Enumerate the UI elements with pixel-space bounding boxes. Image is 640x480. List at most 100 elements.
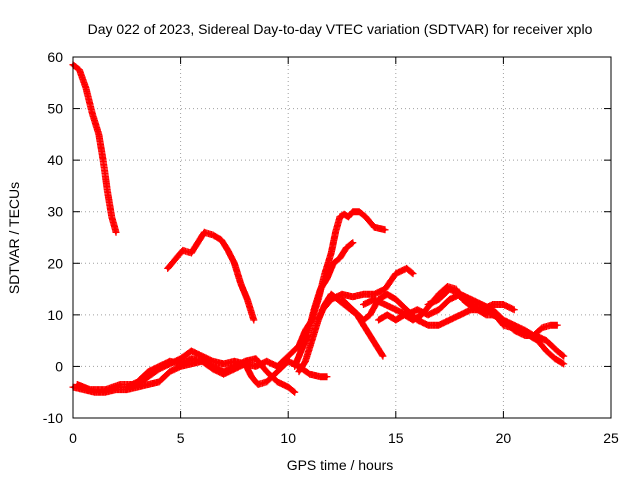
- data-point: [196, 241, 200, 245]
- data-point: [501, 318, 505, 322]
- data-point: [362, 318, 365, 322]
- data-point: [394, 297, 398, 301]
- data-point: [97, 132, 101, 136]
- data-point: [480, 303, 484, 306]
- data-point: [325, 375, 329, 379]
- y-tick-label: 30: [47, 204, 63, 220]
- data-point: [265, 370, 269, 374]
- data-point: [562, 362, 566, 366]
- data-point: [372, 225, 376, 229]
- data-point: [394, 308, 398, 312]
- data-point: [75, 383, 79, 386]
- data-point: [544, 339, 548, 343]
- data-point: [344, 246, 348, 250]
- data-point: [319, 375, 322, 379]
- data-point: [286, 385, 290, 389]
- data-point: [420, 313, 424, 317]
- data-point: [553, 357, 557, 361]
- data-point: [297, 370, 301, 374]
- data-point: [351, 308, 355, 312]
- data-point: [491, 303, 495, 306]
- data-point: [448, 297, 452, 301]
- data-point: [362, 323, 365, 327]
- data-point: [179, 362, 183, 366]
- data-point: [232, 261, 236, 265]
- x-tick-label: 10: [280, 430, 296, 446]
- data-point: [226, 248, 230, 252]
- data-point: [88, 388, 92, 392]
- data-point: [415, 308, 419, 312]
- data-point: [338, 215, 342, 219]
- data-point: [426, 313, 430, 317]
- data-point: [275, 370, 279, 374]
- data-point: [222, 362, 226, 366]
- data-point: [275, 364, 279, 368]
- data-point: [411, 318, 415, 322]
- y-tick-label: 40: [47, 152, 63, 168]
- data-point: [166, 266, 170, 270]
- data-point: [232, 359, 236, 363]
- data-point: [78, 68, 81, 72]
- data-point: [189, 251, 193, 255]
- data-point: [243, 362, 247, 366]
- data-point: [211, 233, 215, 237]
- data-point: [146, 383, 150, 386]
- data-point: [250, 375, 254, 379]
- y-tick-label: 20: [47, 255, 63, 271]
- data-point: [168, 359, 172, 363]
- x-axis-label: GPS time / hours: [287, 457, 394, 473]
- data-point: [381, 354, 385, 358]
- data-point: [448, 318, 452, 322]
- data-point: [368, 334, 372, 337]
- data-point: [394, 272, 398, 276]
- series-track-8: [319, 264, 417, 314]
- data-point: [338, 256, 342, 260]
- data-point: [491, 308, 495, 312]
- data-point: [103, 388, 107, 392]
- chart-title: Day 022 of 2023, Sidereal Day-to-day VTE…: [88, 21, 593, 37]
- data-point: [220, 238, 223, 242]
- data-point: [319, 287, 322, 291]
- data-point: [372, 292, 376, 296]
- data-point: [275, 380, 279, 384]
- data-point: [437, 323, 441, 327]
- data-point: [364, 215, 368, 219]
- grid: [73, 57, 611, 418]
- data-point: [189, 349, 193, 353]
- y-tick-label: 0: [55, 358, 63, 374]
- data-point: [306, 334, 310, 337]
- data-point: [202, 230, 206, 234]
- data-point: [334, 230, 337, 234]
- series-track-6: [291, 239, 357, 370]
- data-point: [437, 297, 441, 301]
- data-point: [329, 297, 333, 301]
- series-markers: [69, 61, 120, 236]
- data-point: [125, 385, 129, 389]
- data-point: [146, 370, 150, 374]
- data-point: [357, 210, 361, 214]
- data-point: [512, 323, 516, 327]
- data-point: [394, 318, 398, 322]
- data-point: [299, 349, 303, 353]
- data-point: [411, 272, 415, 276]
- data-point: [222, 372, 226, 376]
- data-point: [342, 212, 346, 216]
- data-point: [254, 357, 258, 361]
- data-point: [385, 313, 389, 317]
- data-point: [321, 308, 325, 312]
- data-point: [501, 323, 505, 327]
- data-point: [310, 339, 314, 343]
- y-tick-label: 50: [47, 101, 63, 117]
- data-point: [484, 313, 488, 317]
- data-point: [303, 359, 307, 363]
- data-point: [555, 349, 559, 353]
- data-point: [405, 308, 409, 312]
- data-point: [232, 367, 236, 371]
- data-point: [347, 215, 350, 219]
- data-point: [351, 295, 355, 299]
- series-markers: [123, 208, 389, 391]
- data-point: [189, 357, 193, 361]
- data-point: [405, 266, 409, 270]
- series-markers: [424, 285, 561, 339]
- data-point: [544, 349, 548, 353]
